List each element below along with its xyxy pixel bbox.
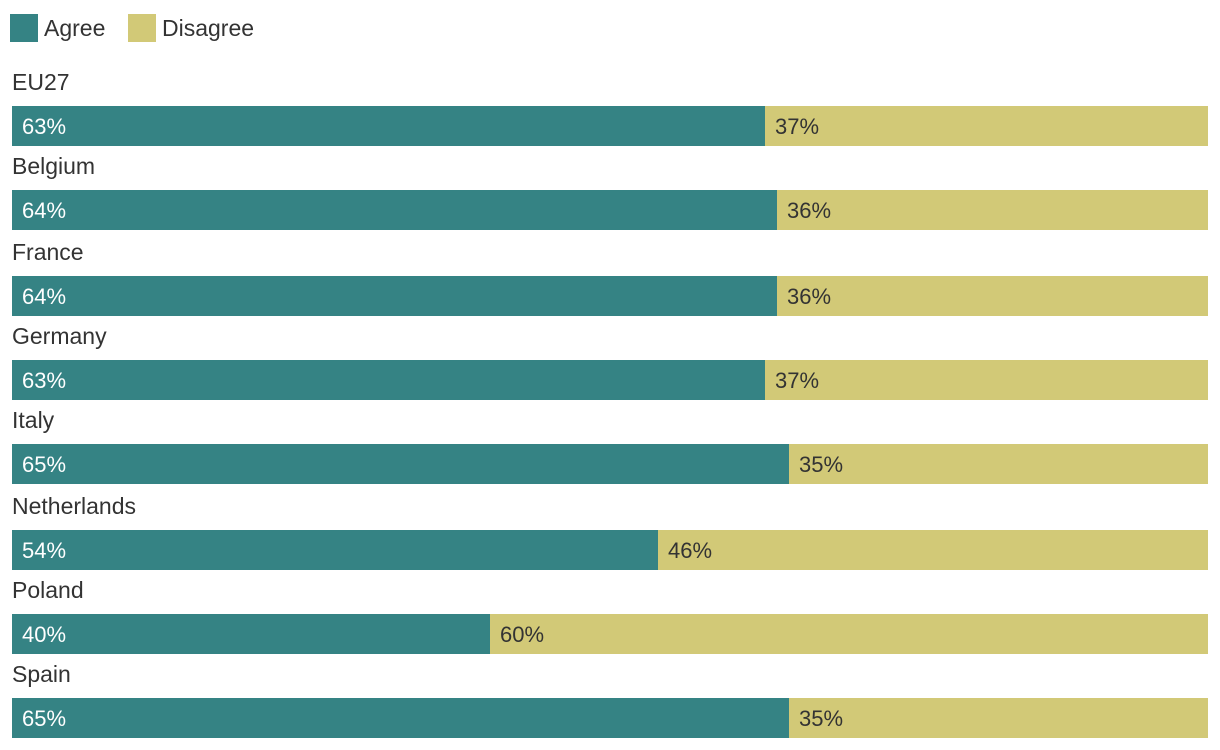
row-label-belgium: Belgium [12, 153, 95, 179]
bar-disagree-eu27 [765, 106, 1208, 146]
data-label-disagree-belgium: 36% [787, 198, 831, 223]
bar-agree-spain [12, 698, 789, 738]
bar-agree-poland [12, 614, 490, 654]
data-label-disagree-poland: 60% [500, 622, 544, 647]
bar-disagree-netherlands [658, 530, 1208, 570]
bar-agree-france [12, 276, 777, 316]
data-label-agree-belgium: 64% [22, 198, 66, 223]
row-label-italy: Italy [12, 407, 55, 433]
chart-rows: EU27 63% 37% Belgium 64% 36% France 64% 36% Germa… [12, 69, 1208, 738]
bar-disagree-poland [490, 614, 1208, 654]
row-spain: Spain 65% 35% [12, 661, 1208, 738]
bar-disagree-france [777, 276, 1208, 316]
legend: Agree Disagree [10, 14, 254, 42]
row-netherlands: Netherlands 54% 46% [12, 493, 1208, 570]
bar-agree-belgium [12, 190, 777, 230]
bar-disagree-spain [789, 698, 1208, 738]
bar-agree-germany [12, 360, 765, 400]
data-label-agree-italy: 65% [22, 452, 66, 477]
row-italy: Italy 65% 35% [12, 407, 1208, 484]
row-label-france: France [12, 239, 84, 265]
bar-disagree-belgium [777, 190, 1208, 230]
bar-agree-italy [12, 444, 789, 484]
data-label-agree-germany: 63% [22, 368, 66, 393]
data-label-disagree-germany: 37% [775, 368, 819, 393]
data-label-agree-spain: 65% [22, 706, 66, 731]
data-label-agree-poland: 40% [22, 622, 66, 647]
legend-label-agree: Agree [44, 15, 105, 41]
row-eu27: EU27 63% 37% [12, 69, 1208, 146]
row-label-spain: Spain [12, 661, 71, 687]
data-label-disagree-france: 36% [787, 284, 831, 309]
data-label-disagree-netherlands: 46% [668, 538, 712, 563]
data-label-disagree-italy: 35% [799, 452, 843, 477]
bar-agree-eu27 [12, 106, 765, 146]
data-label-agree-netherlands: 54% [22, 538, 66, 563]
data-label-agree-france: 64% [22, 284, 66, 309]
legend-swatch-agree [10, 14, 38, 42]
row-label-eu27: EU27 [12, 69, 70, 95]
row-label-poland: Poland [12, 577, 84, 603]
row-germany: Germany 63% 37% [12, 323, 1208, 400]
data-label-agree-eu27: 63% [22, 114, 66, 139]
row-france: France 64% 36% [12, 239, 1208, 316]
legend-swatch-disagree [128, 14, 156, 42]
row-poland: Poland 40% 60% [12, 577, 1208, 654]
bar-disagree-italy [789, 444, 1208, 484]
bar-disagree-germany [765, 360, 1208, 400]
row-label-netherlands: Netherlands [12, 493, 136, 519]
data-label-disagree-spain: 35% [799, 706, 843, 731]
row-belgium: Belgium 64% 36% [12, 153, 1208, 230]
row-label-germany: Germany [12, 323, 107, 349]
legend-label-disagree: Disagree [162, 15, 254, 41]
data-label-disagree-eu27: 37% [775, 114, 819, 139]
bar-agree-netherlands [12, 530, 658, 570]
